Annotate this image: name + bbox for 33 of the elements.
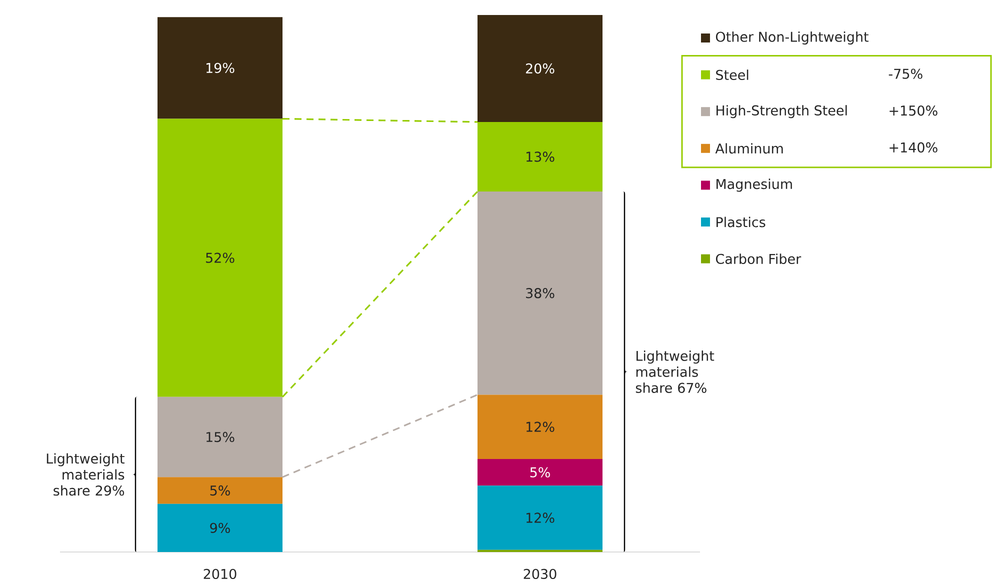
data-label: 5%: [530, 467, 550, 478]
legend-label: Steel: [716, 70, 748, 80]
annotation: Lightweight materials share 29%: [46, 453, 124, 496]
data-label: 5%: [210, 485, 230, 496]
data-label: 13%: [526, 152, 554, 162]
data-label: 12%: [526, 512, 554, 523]
data-label: 38%: [526, 288, 554, 298]
legend-label: Carbon Fiber: [716, 254, 802, 264]
legend-label: Plastics: [716, 216, 766, 228]
text: -75%: [888, 68, 922, 79]
data-label: 52%: [206, 252, 234, 263]
annotation: Lightweight materials share 67%: [636, 350, 714, 393]
text: +150%: [890, 106, 938, 116]
legend-label: Aluminum: [715, 143, 783, 154]
x-tick-label: 2030: [524, 568, 556, 580]
bar: [478, 394, 603, 459]
x-tick-label: 2010: [204, 568, 236, 580]
data-label: 20%: [526, 63, 554, 74]
legend-label: High-Strength Steel: [716, 105, 847, 118]
legend-label: Magnesium: [716, 178, 792, 192]
bar: [478, 15, 603, 122]
data-label: 19%: [206, 62, 234, 74]
bar: [158, 504, 283, 552]
legend-label: Other Non-Lightweight: [716, 31, 868, 45]
bar: [158, 477, 283, 504]
bar: [158, 17, 283, 119]
text: +140%: [890, 142, 938, 153]
data-label: 9%: [210, 522, 230, 534]
data-label: 15%: [206, 432, 234, 442]
bar: [478, 486, 603, 550]
bar: [478, 458, 603, 486]
bar: [478, 550, 603, 552]
data-label: 12%: [526, 422, 554, 432]
